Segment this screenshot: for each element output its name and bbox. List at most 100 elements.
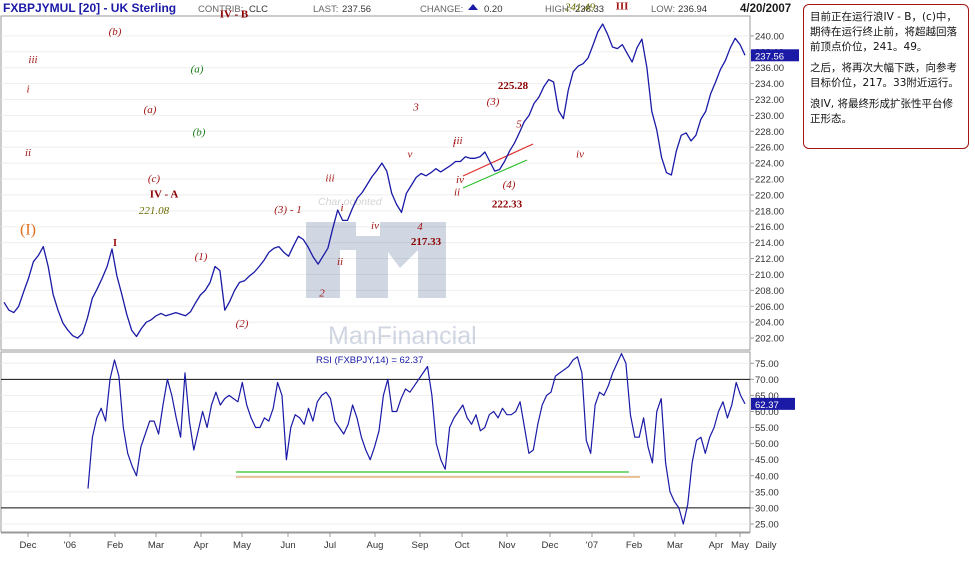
- price-y-axis: 202.00 204.00 206.00 208.00 210.00 212.00 214.…: [750, 31, 784, 345]
- rsi-y-tick-label: 25.00: [755, 519, 779, 530]
- rsi-y-axis: 25.00 30.00 35.00 40.00 45.00 50.00 55.00 60.00…: [750, 359, 779, 530]
- price-last-tag-label: 237.56: [755, 51, 784, 62]
- wave-label: iv: [456, 174, 464, 186]
- price-y-tick-label: 234.00: [755, 79, 784, 90]
- price-y-tick-label: 202.00: [755, 334, 784, 345]
- contrib-label: CONTRIB:: [198, 4, 243, 15]
- x-axis-tick-label: Dec: [20, 540, 37, 551]
- rsi-y-tick-label: 75.00: [755, 359, 779, 370]
- chart-header: FXBPJYMUL [20] - UK Sterling CONTRIB: CL…: [3, 1, 791, 15]
- analysis-note-paragraph: 浪IV, 将最终形成扩张性平台修正形态。: [810, 98, 953, 125]
- wave-label: (c): [148, 173, 161, 185]
- price-y-tick-label: 216.00: [755, 222, 784, 233]
- x-axis: Dec '06 Feb Mar Apr May Jun Jul Aug Sep Oct Nov Dec '…: [1, 532, 777, 551]
- x-axis-tick-label: Oct: [455, 540, 470, 551]
- rsi-panel: RSI (FXBPJY,14) = 62.37 25.00 30.00 35.00 4…: [0, 351, 795, 533]
- wave-label: 2: [319, 288, 325, 300]
- rsi-y-tick-label: 65.00: [755, 391, 779, 402]
- x-axis-tick-label: Feb: [107, 540, 123, 551]
- wave-label: iv: [371, 220, 379, 232]
- rsi-last-tag-box: [751, 397, 795, 410]
- wave-label: (a): [144, 104, 157, 116]
- wave-label: (2): [236, 318, 249, 330]
- x-axis-tick-label: Dec: [542, 540, 559, 551]
- wave-label: ii: [337, 256, 343, 268]
- last-value: 237.56: [342, 4, 371, 15]
- wave-label: (4): [503, 179, 516, 191]
- price-panel: Char ooonted ManFinancial (I)(II)III(1)(…: [0, 1, 799, 371]
- high-label: HIGH:: [545, 4, 571, 15]
- wave-label: i: [340, 202, 343, 214]
- x-axis-tick-label: Sep: [412, 540, 429, 551]
- wave-label: 3: [412, 102, 419, 114]
- wave-label: IV - B: [220, 9, 249, 21]
- price-y-tick-label: 218.00: [755, 206, 784, 217]
- x-axis-tick-label: Apr: [709, 540, 724, 551]
- rsi-y-tick-label: 55.00: [755, 423, 779, 434]
- rsi-y-tick-label: 35.00: [755, 487, 779, 498]
- rsi-y-tick-label: 50.00: [755, 439, 779, 450]
- price-plot-frame: [0, 15, 751, 351]
- lower-trend-line: [462, 159, 528, 189]
- x-axis-tick-label: Feb: [626, 540, 642, 551]
- rsi-y-tick-label: 45.00: [755, 455, 779, 466]
- rsi-y-tick-label: 30.00: [755, 503, 779, 514]
- price-y-tick-label: 210.00: [755, 270, 784, 281]
- rsi-last-tag: 62.37: [751, 397, 795, 411]
- wave-label: IV - A: [150, 188, 179, 200]
- price-y-tick-label: 206.00: [755, 302, 784, 313]
- rsi-series: [87, 353, 746, 525]
- watermark-logo-mark: [306, 222, 446, 298]
- wave-label: (3) - 1: [274, 204, 302, 216]
- wave-label: v: [408, 149, 413, 161]
- rsi-line: [87, 353, 746, 525]
- wave-label: ii: [25, 147, 31, 159]
- price-y-tick-label: 230.00: [755, 111, 784, 122]
- x-axis-tick-label: '06: [64, 540, 76, 551]
- analysis-note-paragraph: 之后，将再次大幅下跌，向参考目标价位，217。33附近运行。: [810, 62, 959, 89]
- x-axis-tick-label: Jul: [324, 540, 336, 551]
- wave-label: 5: [516, 118, 522, 130]
- price-y-tick-label: 220.00: [755, 190, 784, 201]
- watermark-text: Char ooonted: [318, 196, 383, 208]
- wave-label: III: [616, 1, 629, 13]
- wave-label: (1): [195, 251, 208, 263]
- price-y-tick-label: 236.00: [755, 63, 784, 74]
- wave-label: iii: [325, 172, 334, 184]
- price-y-tick-label: 222.00: [755, 175, 784, 186]
- wave-label: (a): [191, 63, 204, 75]
- high-value: 238.33: [575, 4, 604, 15]
- wave-label: iii: [453, 135, 462, 147]
- wave-label: 222.33: [492, 199, 523, 211]
- x-axis-tick-label: Mar: [667, 540, 683, 551]
- wave-label: (3): [487, 96, 500, 108]
- wave-label: (I): [20, 222, 36, 239]
- x-axis-tick-label: '07: [586, 540, 598, 551]
- price-y-tick-label: 226.00: [755, 143, 784, 154]
- change-label: CHANGE:: [420, 4, 463, 15]
- wave-label: (b): [109, 26, 122, 38]
- price-y-tick-label: 204.00: [755, 318, 784, 329]
- rsi-last-tag-label: 62.37: [755, 400, 779, 411]
- wave-label: iii: [28, 54, 37, 66]
- x-axis-tick-label: Aug: [367, 540, 384, 551]
- contrib-value: CLC: [249, 4, 268, 15]
- header-date: 4/20/2007: [740, 3, 791, 15]
- price-y-tick-label: 214.00: [755, 238, 784, 249]
- x-axis-tick-label: Mar: [148, 540, 164, 551]
- price-y-tick-label: 224.00: [755, 159, 784, 170]
- low-label: LOW:: [651, 4, 675, 15]
- price-y-tick-label: 228.00: [755, 127, 784, 138]
- wave-label: ii: [454, 187, 460, 199]
- price-line: [3, 23, 746, 339]
- analysis-note: 目前正在运行浪IV - B，(c)中，期待在运行终止前，将超越回落前顶点价位，2…: [803, 4, 969, 149]
- price-y-tick-label: 212.00: [755, 254, 784, 265]
- x-axis-tick-label: Apr: [194, 540, 209, 551]
- x-axis-tick-label: Nov: [499, 540, 516, 551]
- x-axis-tick-label: May: [731, 540, 749, 551]
- low-value: 236.94: [678, 4, 707, 15]
- upper-trend-line: [462, 143, 534, 177]
- symbol-title: FXBPJYMUL [20] - UK Sterling: [3, 1, 176, 15]
- price-y-tick-label: 240.00: [755, 31, 784, 42]
